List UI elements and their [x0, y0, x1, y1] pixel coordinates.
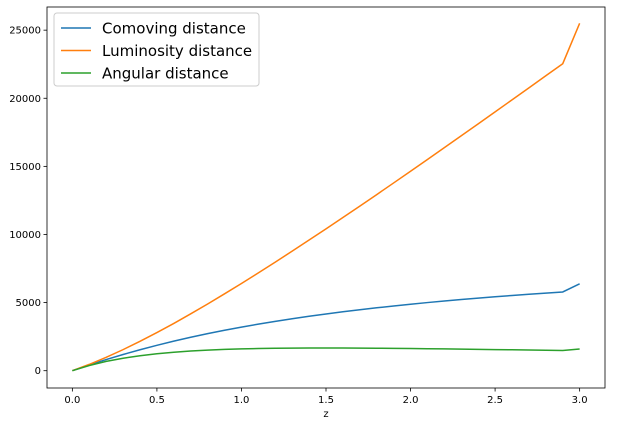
x-tick-label: 2.0 [403, 395, 419, 406]
series-line-3 [72, 347, 580, 372]
y-tick-label: 0 [35, 366, 41, 377]
legend-box [53, 12, 260, 87]
legend-items: Comoving distance Luminosity distance Angu… [61, 20, 252, 83]
legend: Comoving distance Luminosity distance Angu… [53, 12, 260, 87]
plot-area: 0.0 0.5 1.0 1.5 2.0 2.5 3.0 0 5000 10000 15000 200… [9, 6, 606, 420]
legend-label: Comoving distance [102, 20, 246, 38]
legend-label: Luminosity distance [102, 42, 252, 60]
x-tick-label: 1.5 [318, 395, 334, 406]
y-tick-label: 15000 [9, 162, 41, 173]
series-line-2 [72, 23, 581, 372]
y-tick-label: 25000 [9, 26, 41, 37]
x-tick-label: 0.5 [149, 395, 165, 406]
y-tick-label: 20000 [9, 94, 41, 105]
y-axis-ticks: 0 5000 10000 15000 20000 25000 [9, 26, 47, 377]
series-line-1 [72, 283, 580, 372]
y-tick-label: 5000 [16, 298, 41, 309]
x-tick-label: 2.5 [487, 395, 503, 406]
x-tick-label: 1.0 [234, 395, 250, 406]
series-layer [72, 23, 581, 372]
x-tick-label: 3.0 [572, 395, 588, 406]
y-tick-label: 10000 [9, 230, 41, 241]
legend-label: Angular distance [102, 65, 229, 83]
x-tick-label: 0.0 [64, 395, 80, 406]
x-axis-ticks: 0.0 0.5 1.0 1.5 2.0 2.5 3.0 [64, 388, 588, 406]
x-axis-title: z [323, 409, 328, 420]
